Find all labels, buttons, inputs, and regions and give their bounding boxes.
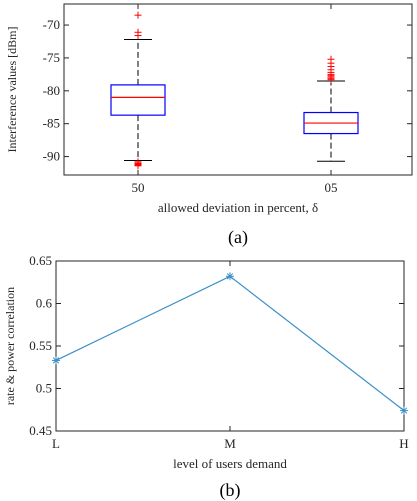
chart-b-marker-stroke [400,407,408,414]
chart-b-plot-frame [55,260,405,432]
chart-a-caption: (a) [228,227,248,248]
chart-a-y-tick-label: -80 [43,83,60,98]
chart-b-x-tick-label: L [52,436,60,451]
chart-b-series-line [55,275,405,412]
chart-a-y-axis-label: Interference values [dBm] [5,27,19,153]
chart-b-markers [52,272,408,415]
chart-a-y-tick-label: -85 [43,116,60,131]
chart-a-outlier [327,76,335,84]
chart-a-box [110,84,166,116]
chart-a-x-ticks: 50 05 [132,4,338,195]
chart-b-y-tick-label: 0.6 [36,296,53,311]
chart-a-boxes [110,11,359,170]
chart-b-y-tick-label: 0.45 [29,423,52,438]
chart-a-x-tick-label: 50 [132,180,145,195]
chart-b-y-tick-label: 0.65 [29,253,52,268]
chart-a-y-tick-label: -70 [43,17,60,32]
chart-b-y-tick-label: 0.5 [36,381,52,396]
chart-b-y-tick-label: 0.55 [29,338,52,353]
chart-a-y-tick-label: -75 [43,50,60,65]
chart-b-line: 0.45 0.5 0.55 0.6 0.65 L M H rate & power corr… [3,253,409,501]
chart-a-outlier [134,162,142,170]
chart-a-box-group [303,55,359,162]
chart-b-marker-stroke [226,273,234,280]
chart-b-x-tick-label: M [224,436,236,451]
chart-b-y-ticks: 0.45 0.5 0.55 0.6 0.65 [29,253,404,438]
chart-a-outlier [134,11,142,19]
chart-b-marker-stroke [52,357,60,364]
chart-a-boxplot: -90 -85 -80 -75 -70 50 05 Interference values… [5,3,413,248]
chart-b-data-point [400,406,408,415]
chart-a-plot-frame [63,3,413,176]
chart-b-data-point [226,272,234,281]
chart-a-y-tick-label: -90 [43,149,60,164]
chart-b-data-point [52,356,60,365]
chart-a-y-ticks: -90 -85 -80 -75 -70 [43,17,412,164]
chart-b-y-axis-label: rate & power correlation [3,287,17,405]
chart-b-x-tick-label: H [399,436,408,451]
chart-a-box-group [110,11,166,170]
chart-b-caption: (b) [220,480,241,501]
chart-a-x-tick-label: 05 [325,180,338,195]
chart-a-x-axis-label: allowed deviation in percent, δ [158,200,318,215]
chart-b-x-axis-label: level of users demand [173,456,287,471]
chart-a-outlier [134,32,142,40]
